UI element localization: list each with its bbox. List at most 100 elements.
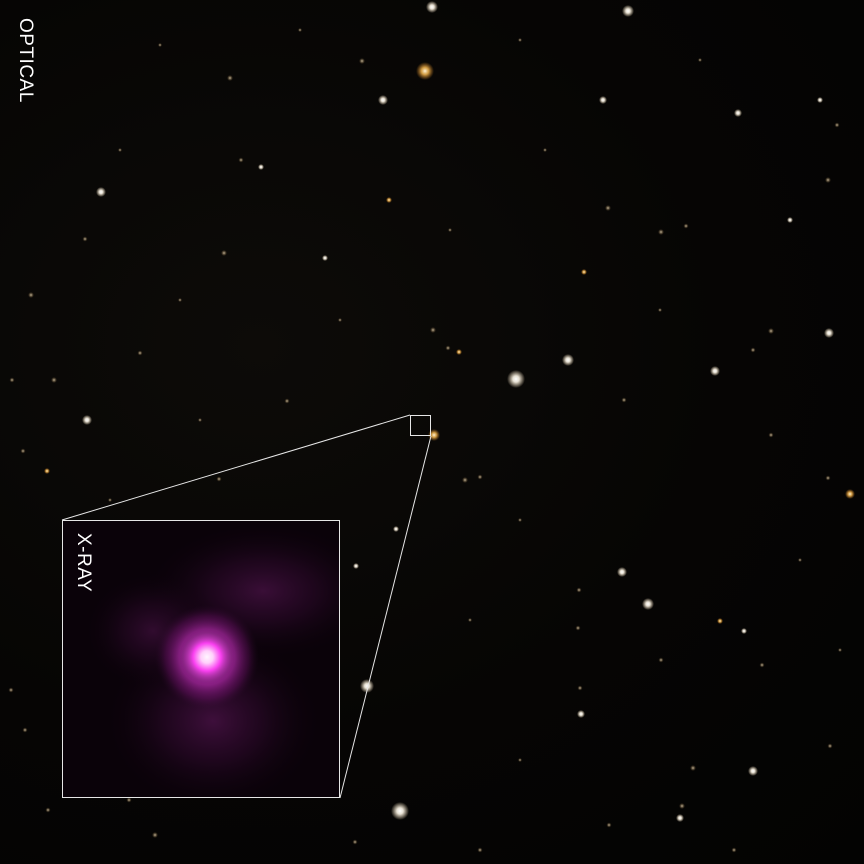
star	[352, 839, 358, 845]
star	[731, 847, 737, 853]
star	[679, 803, 685, 809]
star	[759, 662, 765, 668]
star	[445, 345, 451, 351]
star	[108, 498, 112, 502]
star	[152, 832, 158, 838]
star	[518, 38, 522, 42]
xray-label: X-RAY	[73, 533, 94, 593]
star	[750, 347, 756, 353]
star	[448, 228, 452, 232]
star	[798, 558, 802, 562]
star	[507, 370, 525, 388]
star	[748, 766, 758, 776]
star	[577, 685, 583, 691]
star	[284, 398, 290, 404]
star	[126, 797, 132, 803]
star	[599, 96, 607, 104]
star	[386, 197, 392, 203]
star	[378, 95, 388, 105]
star	[827, 743, 833, 749]
star	[426, 1, 438, 13]
star	[8, 687, 14, 693]
star	[468, 618, 472, 622]
star	[698, 58, 702, 62]
star	[676, 814, 684, 822]
star	[834, 122, 840, 128]
star	[82, 236, 88, 242]
star	[690, 765, 696, 771]
star	[605, 205, 611, 211]
star	[717, 618, 723, 624]
star	[622, 5, 634, 17]
star	[44, 468, 50, 474]
star	[158, 43, 162, 47]
star	[298, 28, 302, 32]
star	[606, 822, 612, 828]
star	[45, 807, 51, 813]
zoom-region-box	[410, 415, 431, 436]
star	[82, 415, 92, 425]
star	[581, 269, 587, 275]
star	[477, 474, 483, 480]
star	[575, 625, 581, 631]
star	[683, 223, 689, 229]
star	[576, 587, 582, 593]
star	[477, 847, 483, 853]
star	[9, 377, 15, 383]
star	[360, 679, 374, 693]
star	[238, 157, 244, 163]
star	[28, 292, 34, 298]
star	[562, 354, 574, 366]
star	[741, 628, 747, 634]
star	[825, 177, 831, 183]
star	[258, 164, 264, 170]
star	[658, 657, 664, 663]
star	[430, 327, 436, 333]
star	[51, 377, 57, 383]
star	[227, 75, 233, 81]
star	[518, 758, 522, 762]
star	[577, 710, 585, 718]
star	[710, 366, 720, 376]
star	[359, 58, 365, 64]
star	[118, 148, 122, 152]
star	[817, 97, 823, 103]
star	[658, 308, 662, 312]
star	[825, 475, 831, 481]
star	[617, 567, 627, 577]
star	[845, 489, 855, 499]
star	[22, 727, 28, 733]
star	[353, 563, 359, 569]
star	[221, 250, 227, 256]
star	[338, 318, 342, 322]
star	[838, 648, 842, 652]
optical-label: OPTICAL	[15, 18, 36, 103]
star	[621, 397, 627, 403]
xray-point-source	[179, 629, 235, 685]
star	[96, 187, 106, 197]
star	[216, 476, 222, 482]
star	[543, 148, 547, 152]
star	[137, 350, 143, 356]
star	[456, 349, 462, 355]
star	[391, 802, 409, 820]
star	[416, 62, 434, 80]
star	[768, 328, 774, 334]
star	[787, 217, 793, 223]
star	[393, 526, 399, 532]
star	[322, 255, 328, 261]
xray-inset-panel: X-RAY	[62, 520, 340, 798]
star	[824, 328, 834, 338]
star	[178, 298, 182, 302]
star	[658, 229, 664, 235]
star	[768, 432, 774, 438]
star	[198, 418, 202, 422]
star	[734, 109, 742, 117]
star	[642, 598, 654, 610]
star	[20, 448, 26, 454]
star	[462, 477, 468, 483]
xray-image	[63, 521, 339, 797]
star	[518, 518, 522, 522]
